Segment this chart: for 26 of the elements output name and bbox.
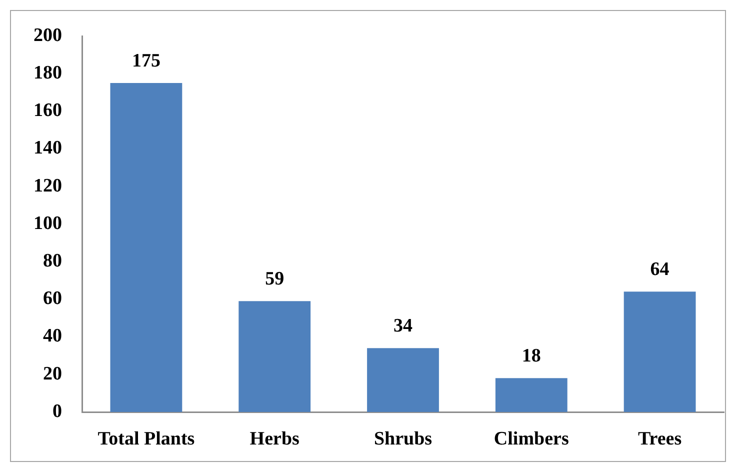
y-tick-label: 180 (34, 62, 62, 84)
data-label: 64 (650, 259, 670, 280)
bar (110, 83, 182, 412)
x-tick-label: Total Plants (98, 428, 195, 450)
data-label: 175 (132, 50, 160, 72)
y-tick-label: 120 (34, 175, 62, 196)
data-label: 34 (394, 315, 413, 336)
data-label: 18 (522, 346, 541, 367)
y-tick-label: 40 (43, 326, 62, 347)
bar (238, 301, 311, 412)
bar (495, 378, 568, 412)
y-tick-label: 200 (34, 24, 62, 46)
x-tick-label: Herbs (250, 428, 300, 450)
y-tick-label: 140 (34, 138, 62, 159)
y-tick-label: 60 (43, 288, 62, 310)
y-tick-label: 80 (43, 250, 62, 272)
x-tick-label: Shrubs (374, 428, 432, 450)
data-label: 59 (265, 268, 284, 290)
y-tick-label: 20 (43, 363, 62, 384)
x-tick-label: Trees (638, 428, 682, 450)
y-tick-label: 160 (34, 100, 62, 122)
bar (367, 348, 439, 412)
x-tick-label: Climbers (494, 428, 569, 450)
bar (624, 292, 696, 412)
y-tick-label: 0 (52, 400, 62, 422)
y-tick-label: 100 (34, 212, 62, 234)
